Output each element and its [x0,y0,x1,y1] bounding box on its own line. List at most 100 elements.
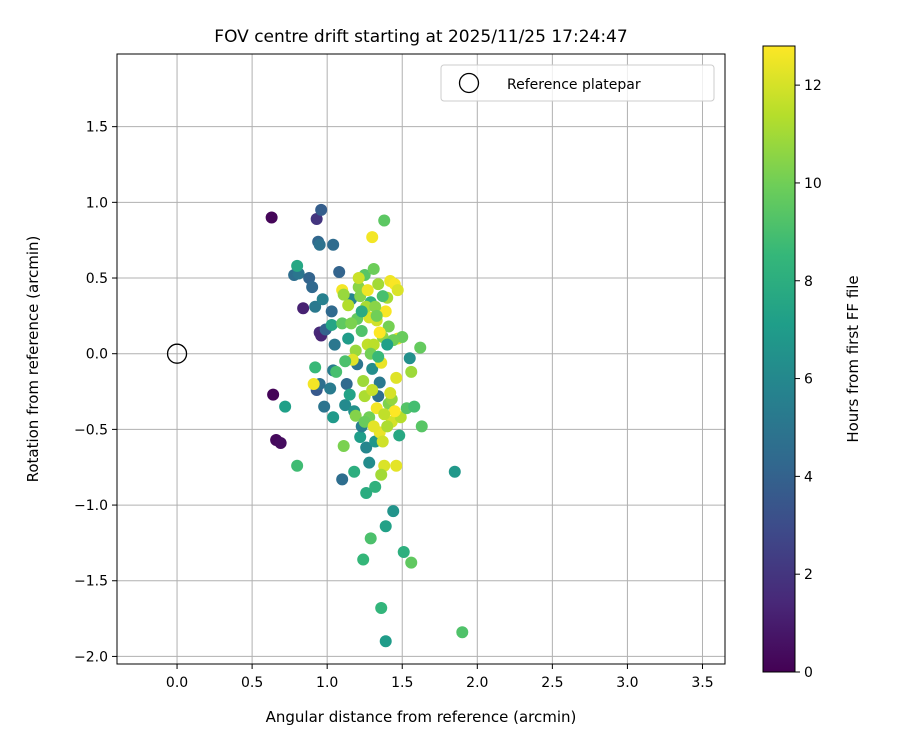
data-point [390,371,403,384]
data-point [375,468,388,481]
data-point [415,420,428,433]
data-point [397,545,410,558]
y-axis-ticks: 1.5 1.0 0.5 0.0 −0.5 −1.0 −1.5 −2.0 [74,120,117,665]
data-point [379,520,392,533]
data-point [456,626,469,639]
y-tick-label: 1.5 [86,120,108,136]
legend-box [440,64,715,102]
data-point [309,361,322,374]
data-point [337,440,350,453]
data-point [384,387,397,400]
data-point [369,480,382,493]
data-point [330,365,343,378]
data-point [349,409,362,422]
data-point [337,288,350,301]
data-point [390,459,403,472]
data-point [376,290,389,303]
data-point [367,420,380,433]
data-point [405,365,418,378]
data-point [378,214,391,227]
legend-entry-reference: Reference platepar [507,77,641,93]
data-point [405,556,418,569]
colorbar-ticks: 0 2 4 6 8 10 12 [795,78,822,681]
data-point [366,231,379,244]
data-point [360,441,373,454]
data-point [382,320,395,333]
colorbar-strip [762,45,796,673]
data-point [366,384,379,397]
data-point [393,429,406,442]
data-point [387,505,400,518]
y-tick-label: −2.0 [74,649,108,665]
data-point [309,300,322,313]
data-point [360,486,373,499]
data-point [339,355,352,368]
colorbar-tick-label: 0 [804,665,813,681]
data-point [327,411,340,424]
data-point [355,305,368,318]
data-point [342,332,355,345]
chart-title: FOV centre drift starting at 2025/11/25 … [214,27,627,47]
colorbar-tick-label: 2 [804,567,813,583]
grid [117,54,725,664]
data-point [342,299,355,312]
data-point [376,435,389,448]
data-point [448,465,461,478]
data-point [379,635,392,648]
data-point [379,305,392,318]
x-tick-label: 0.0 [166,675,188,691]
data-point [373,376,386,389]
x-tick-label: 1.0 [316,675,338,691]
data-point [307,377,320,390]
data-point [361,284,374,297]
data-point [328,338,341,351]
data-point [391,284,404,297]
data-point [315,203,328,216]
data-point [267,388,280,401]
plot-frame [116,53,726,665]
legend: Reference platepar [440,64,715,102]
y-tick-label: −1.0 [74,498,108,514]
y-tick-label: 0.5 [86,271,108,287]
data-point [357,374,370,387]
colorbar-tick-label: 8 [804,274,813,290]
data-point [297,302,310,315]
data-point [303,272,316,285]
x-tick-label: 3.5 [691,675,713,691]
data-point [324,382,337,395]
x-axis-label: Angular distance from reference (arcmin) [266,708,577,726]
x-tick-label: 1.5 [391,675,413,691]
y-tick-label: −0.5 [74,422,108,438]
colorbar-tick-label: 6 [804,372,813,388]
data-point [345,317,358,330]
data-point [375,601,388,614]
data-point [414,341,427,354]
data-point [378,408,391,421]
data-point [355,324,368,337]
data-point [403,352,416,365]
data-point [369,300,382,313]
data-point [378,459,391,472]
data-point [325,305,338,318]
reference-marker [166,343,188,364]
data-point [396,331,409,344]
data-point [343,388,356,401]
data-point [265,211,278,224]
x-tick-label: 0.5 [241,675,263,691]
x-axis-ticks: 0.0 0.5 1.0 1.5 2.0 2.5 3.0 3.5 [166,664,714,691]
data-point [279,400,292,413]
data-point [367,338,380,351]
data-point [381,338,394,351]
x-tick-label: 2.5 [541,675,563,691]
legend-marker-icon [458,72,480,94]
x-tick-label: 3.0 [616,675,638,691]
data-point [313,238,326,251]
data-points [265,203,469,648]
data-point [364,532,377,545]
data-point [339,399,352,412]
x-tick-label: 2.0 [466,675,488,691]
data-point [366,362,379,375]
data-point [310,212,323,225]
data-point [381,420,394,433]
